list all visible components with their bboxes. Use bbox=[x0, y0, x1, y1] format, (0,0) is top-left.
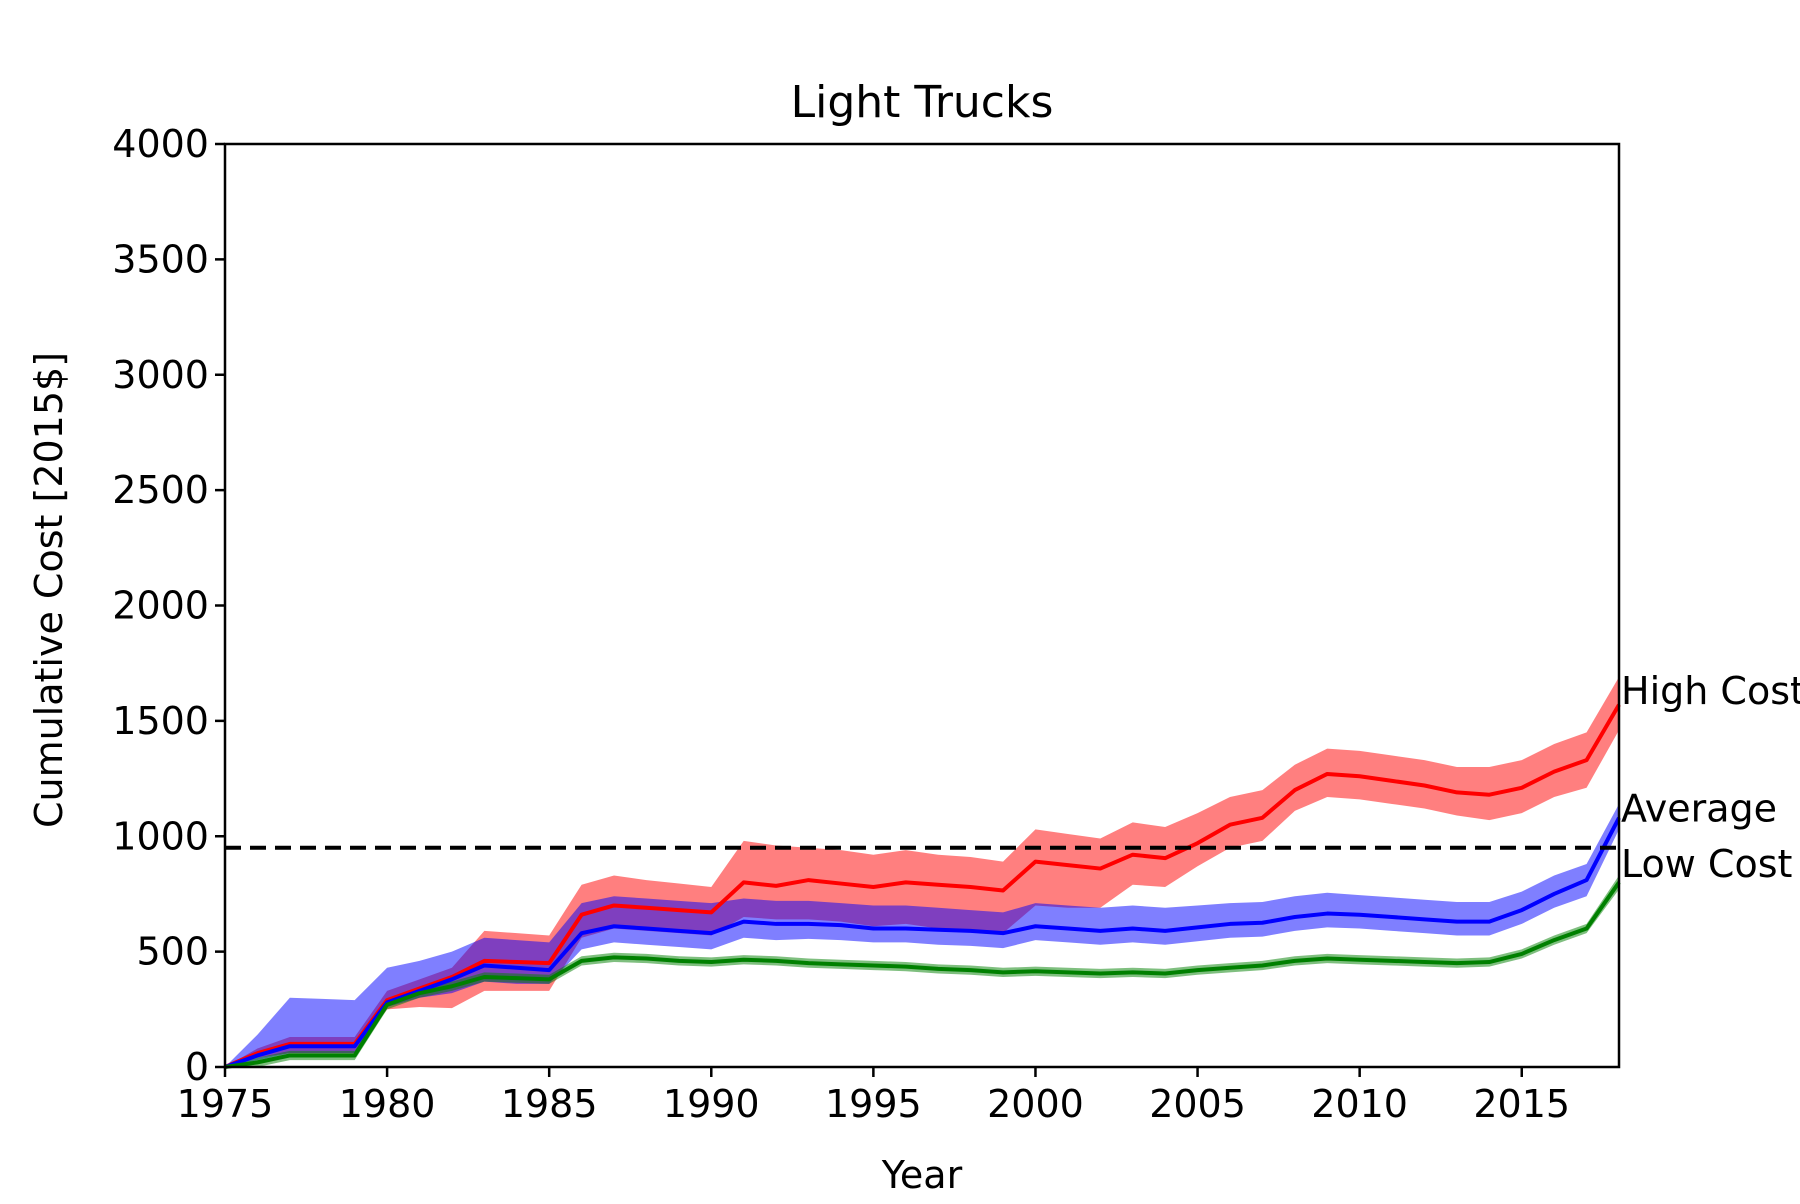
y-tick-label: 2500 bbox=[112, 468, 209, 512]
low-cost-band bbox=[225, 875, 1619, 1067]
y-tick-label: 500 bbox=[136, 930, 209, 974]
y-tick-label: 3500 bbox=[112, 237, 209, 281]
y-axis-label: Cumulative Cost [2015$] bbox=[27, 352, 71, 828]
x-tick-label: 1980 bbox=[339, 1082, 436, 1126]
y-tick-label: 4000 bbox=[112, 122, 209, 166]
x-tick-label: 2010 bbox=[1311, 1082, 1408, 1126]
x-tick-label: 2005 bbox=[1149, 1082, 1246, 1126]
x-axis-ticks: 1975 1980 1985 1990 1995 2000 2005 2010 2015 bbox=[177, 1067, 1570, 1126]
high-cost-line bbox=[224, 703, 1621, 1069]
series-annotations: High Cost Average Low Cost bbox=[1621, 669, 1800, 886]
low-cost-line bbox=[224, 881, 1621, 1069]
y-tick-label: 1500 bbox=[112, 699, 209, 743]
annotation-average: Average bbox=[1621, 787, 1777, 831]
x-tick-label: 2000 bbox=[987, 1082, 1084, 1126]
average-band bbox=[225, 803, 1619, 1067]
average-line bbox=[224, 816, 1621, 1069]
y-axis-ticks: 0 500 1000 1500 2000 2500 3000 3500 4000 bbox=[112, 122, 225, 1089]
y-tick-label: 2000 bbox=[112, 584, 209, 628]
annotation-low-cost: Low Cost bbox=[1621, 842, 1792, 886]
x-tick-label: 1990 bbox=[663, 1082, 760, 1126]
x-tick-label: 1995 bbox=[825, 1082, 922, 1126]
x-tick-label: 2015 bbox=[1473, 1082, 1570, 1126]
y-tick-label: 0 bbox=[185, 1045, 209, 1089]
y-tick-label: 3000 bbox=[112, 353, 209, 397]
x-axis-label: Year bbox=[881, 1153, 963, 1197]
x-tick-label: 1975 bbox=[177, 1082, 274, 1126]
uncertainty-bands bbox=[225, 677, 1619, 1067]
high-cost-band bbox=[225, 677, 1619, 1067]
series-lines bbox=[224, 703, 1621, 1069]
x-tick-label: 1985 bbox=[501, 1082, 598, 1126]
annotation-high-cost: High Cost bbox=[1621, 669, 1800, 713]
y-tick-label: 1000 bbox=[112, 814, 209, 858]
chart-title: Light Trucks bbox=[791, 77, 1054, 128]
